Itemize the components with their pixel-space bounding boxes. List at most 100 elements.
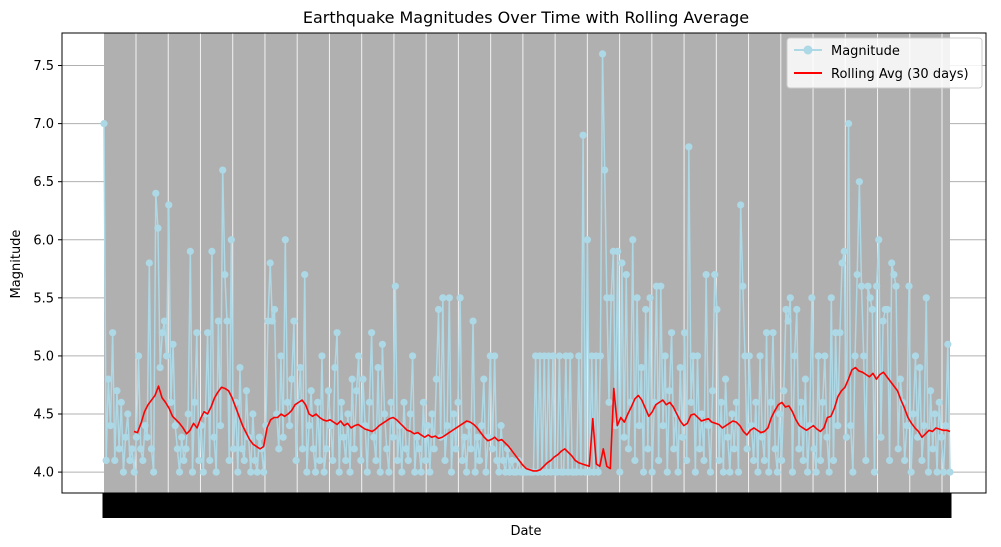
magnitude-point xyxy=(659,422,667,430)
magnitude-point xyxy=(467,445,475,453)
magnitude-point xyxy=(465,422,473,430)
magnitude-point xyxy=(113,387,121,395)
magnitude-point xyxy=(417,468,425,476)
magnitude-point xyxy=(456,294,464,302)
magnitude-point xyxy=(117,398,125,406)
magnitude-point xyxy=(385,468,393,476)
magnitude-point xyxy=(769,329,777,337)
magnitude-point xyxy=(421,456,430,465)
magnitude-point xyxy=(644,445,652,453)
magnitude-point xyxy=(737,201,745,209)
magnitude-point xyxy=(165,201,173,209)
magnitude-point xyxy=(372,456,380,465)
magnitude-point xyxy=(303,468,311,476)
magnitude-point xyxy=(857,282,866,290)
magnitude-point xyxy=(415,445,423,453)
magnitude-point xyxy=(607,294,615,302)
magnitude-point xyxy=(596,352,604,360)
magnitude-point xyxy=(154,224,162,232)
magnitude-point xyxy=(678,433,686,441)
legend-box xyxy=(786,37,983,89)
magnitude-point xyxy=(430,445,438,453)
magnitude-point xyxy=(234,468,242,476)
magnitude-point xyxy=(424,422,432,430)
magnitude-point xyxy=(242,387,251,395)
magnitude-point xyxy=(169,340,177,348)
magnitude-point xyxy=(739,282,747,290)
magnitude-point xyxy=(251,456,259,465)
magnitude-point xyxy=(478,422,486,430)
magnitude-point xyxy=(238,445,246,453)
magnitude-point xyxy=(180,456,188,465)
y-tick-label: 7.5 xyxy=(33,59,54,74)
magnitude-point xyxy=(475,456,484,465)
magnitude-point xyxy=(279,433,287,441)
magnitude-point xyxy=(126,456,134,465)
magnitude-point xyxy=(469,317,477,325)
magnitude-point xyxy=(266,259,274,267)
magnitude-point xyxy=(454,398,462,406)
magnitude-point xyxy=(907,468,915,476)
magnitude-point xyxy=(622,271,630,279)
magnitude-point xyxy=(404,456,412,465)
magnitude-point xyxy=(706,468,715,476)
magnitude-point xyxy=(432,375,440,383)
magnitude-point xyxy=(137,445,145,453)
magnitude-point xyxy=(363,468,371,476)
magnitude-point xyxy=(419,398,428,406)
magnitude-point xyxy=(916,363,924,372)
magnitude-point xyxy=(402,445,410,453)
magnitude-point xyxy=(834,422,842,430)
magnitude-point xyxy=(499,456,507,465)
magnitude-point xyxy=(676,363,684,372)
magnitude-point xyxy=(368,329,376,337)
magnitude-point xyxy=(842,433,851,441)
magnitude-point xyxy=(944,340,952,348)
magnitude-point xyxy=(178,433,186,441)
magnitude-point xyxy=(411,468,419,476)
magnitude-point xyxy=(195,456,203,465)
magnitude-point xyxy=(812,468,820,476)
magnitude-point xyxy=(283,398,292,406)
magnitude-point xyxy=(339,433,348,441)
y-axis: 4.0 4.5 5.0 5.5 6.0 6.5 7.0 7.5 xyxy=(33,59,62,481)
magnitude-point xyxy=(208,247,216,255)
magnitude-point xyxy=(803,468,812,476)
magnitude-point xyxy=(879,317,887,325)
magnitude-point xyxy=(445,294,453,302)
magnitude-point xyxy=(495,468,503,476)
y-tick-label: 5.5 xyxy=(33,291,54,306)
magnitude-point xyxy=(493,456,501,465)
magnitude-point xyxy=(406,410,415,418)
magnitude-point xyxy=(661,352,669,360)
magnitude-point xyxy=(903,422,911,430)
magnitude-point xyxy=(819,398,827,406)
magnitude-point xyxy=(106,422,115,430)
magnitude-point xyxy=(937,433,945,441)
magnitude-point xyxy=(875,236,883,244)
x-axis-label: Date xyxy=(510,524,541,539)
magnitude-point xyxy=(914,433,922,441)
magnitude-point xyxy=(428,410,436,418)
magnitude-point xyxy=(657,282,665,290)
magnitude-point xyxy=(247,468,255,476)
magnitude-point xyxy=(618,259,626,267)
magnitude-point xyxy=(905,282,913,290)
magnitude-point xyxy=(145,259,153,267)
magnitude-point xyxy=(311,468,320,476)
magnitude-point xyxy=(719,468,727,476)
magnitude-point xyxy=(488,445,497,453)
magnitude-point xyxy=(853,271,861,279)
magnitude-point xyxy=(199,468,207,476)
magnitude-point xyxy=(730,445,738,453)
magnitude-point xyxy=(462,468,471,476)
magnitude-point xyxy=(754,468,762,476)
magnitude-point xyxy=(378,340,386,348)
magnitude-point xyxy=(849,468,857,476)
magnitude-point xyxy=(663,468,671,476)
magnitude-point xyxy=(674,468,682,476)
magnitude-point xyxy=(933,468,941,476)
magnitude-point xyxy=(549,352,557,360)
magnitude-point xyxy=(646,294,654,302)
plot-area xyxy=(61,32,987,494)
